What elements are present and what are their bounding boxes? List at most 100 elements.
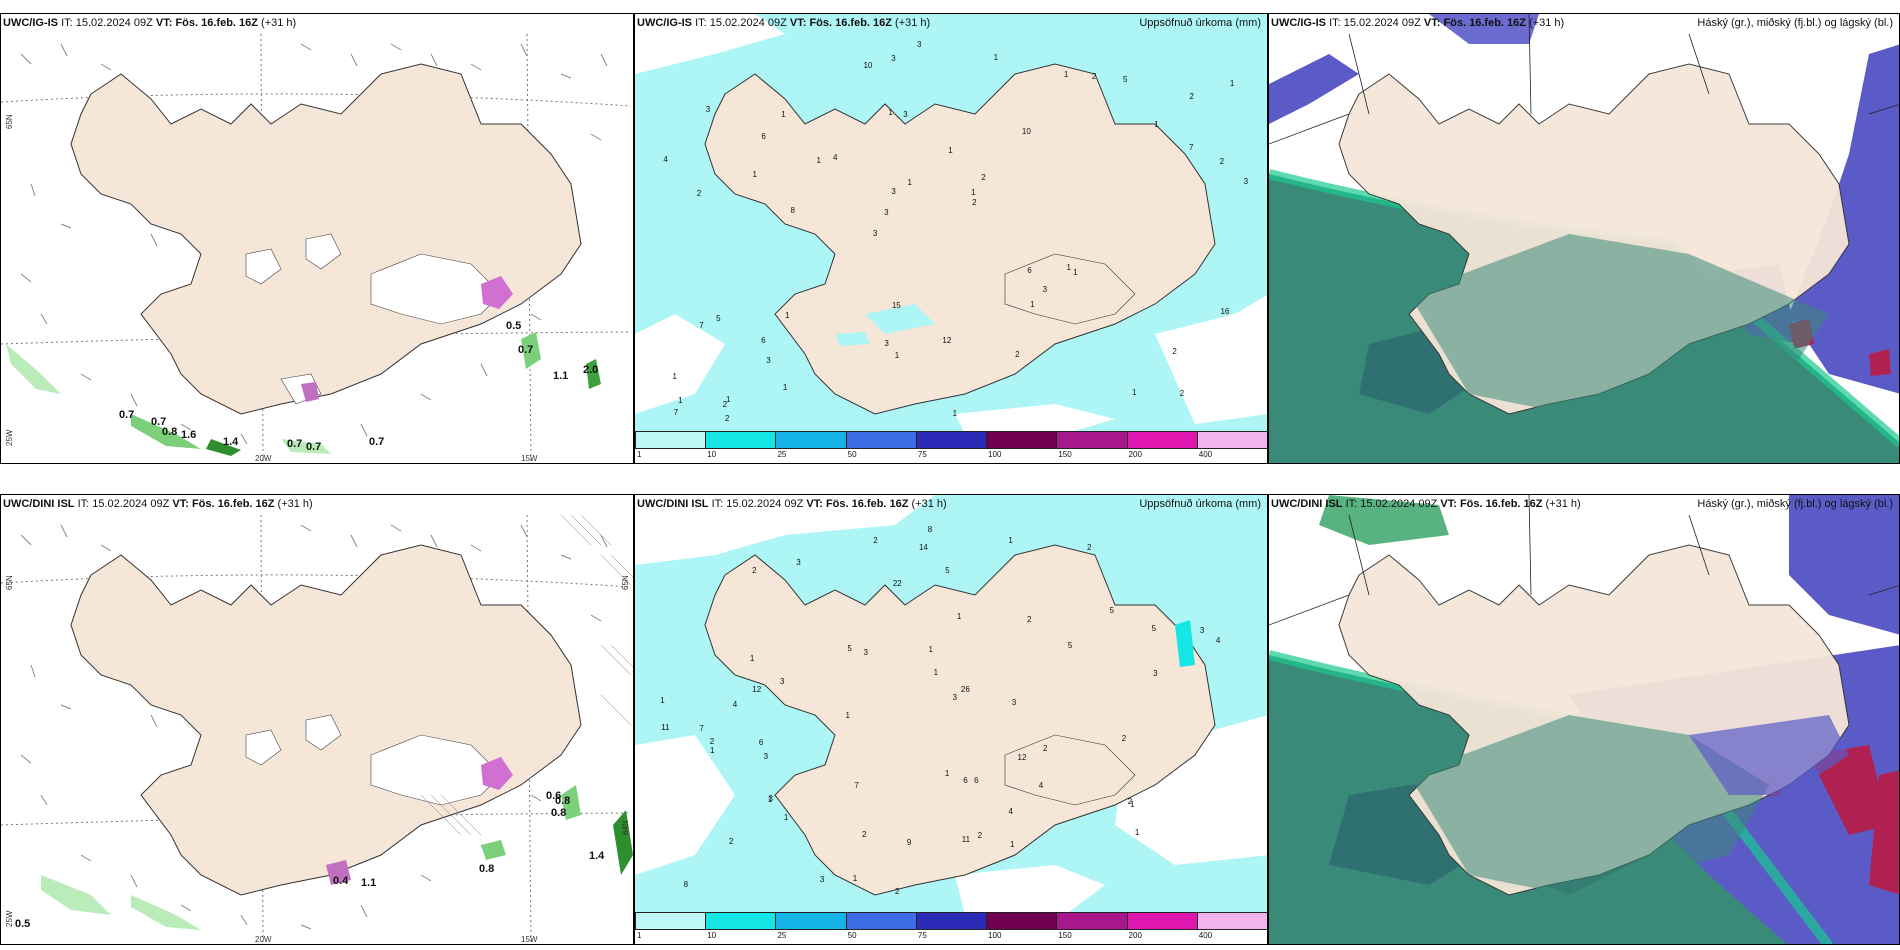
wind-value: 1.4 — [589, 850, 605, 862]
wind-value: 0.7 — [119, 409, 135, 421]
wind-value: 0.5 — [15, 918, 31, 930]
colorbar-tick: 75 — [917, 931, 927, 940]
precip-value: 1 — [1008, 536, 1013, 546]
precip-value: 1 — [1009, 840, 1015, 850]
colorbar-swatch — [1056, 912, 1128, 930]
lon-label-20w: 20W — [255, 454, 272, 463]
colorbar-swatch — [845, 431, 917, 449]
it-label: IT: — [711, 498, 724, 510]
precip-value: 1 — [752, 169, 757, 179]
panel-header: UWC/IG-IS IT: 15.02.2024 09Z VT: Fös. 16… — [635, 15, 1263, 31]
it-label: IT: — [1329, 17, 1341, 29]
precip-value: 2 — [1026, 615, 1032, 625]
init-time: 15.02.2024 09Z — [709, 17, 787, 29]
precip-value: 11 — [961, 835, 971, 845]
lon-label-20w: 20W — [255, 935, 272, 944]
precip-value: 8 — [790, 205, 795, 215]
lead-time: (+31 h) — [1529, 17, 1565, 29]
precip-value: 6 — [1027, 265, 1032, 275]
lon-label-15w: 15W — [521, 454, 538, 463]
precip-value: 1 — [907, 177, 912, 187]
wind-value: 1.4 — [223, 436, 239, 448]
precip-value: 10 — [1021, 126, 1031, 136]
wind-value: 0.7 — [306, 441, 322, 453]
precip-value: 5 — [945, 565, 950, 575]
precip-title: Uppsöfnuð úrkoma (mm) — [1139, 17, 1261, 29]
precip-title: Uppsöfnuð úrkoma (mm) — [1139, 498, 1261, 510]
colorbar-tick: 100 — [988, 450, 1002, 459]
precip-value: 3 — [768, 793, 773, 803]
vt-label: VT: — [1440, 498, 1457, 510]
lon-label-25w: 25W — [5, 429, 14, 446]
precip-value: 3 — [891, 186, 896, 196]
colorbar-tick: 200 — [1128, 450, 1142, 459]
precip-value: 2 — [977, 831, 983, 841]
valid-time: Fös. 16.feb. 16Z — [1443, 17, 1526, 29]
precip-value: 1 — [1063, 70, 1069, 80]
colorbar-swatch — [635, 912, 707, 930]
colorbar-swatch — [775, 431, 847, 449]
wind-value: 0.8 — [555, 795, 571, 807]
precip-value: 1 — [894, 351, 900, 361]
vt-label: VT: — [1423, 17, 1441, 29]
cloud-map-bottom — [1269, 495, 1899, 944]
precip-value: 1 — [781, 109, 786, 119]
precip-value: 5 — [847, 643, 852, 653]
it-label: IT: — [1345, 498, 1358, 510]
precip-colorbar: 1 10 25 50 75 100 150 200 400 — [635, 912, 1267, 944]
iceland-landmass — [704, 544, 1216, 896]
precip-value: 26 — [960, 684, 970, 694]
precip-value: 2 — [972, 198, 977, 208]
colorbar-swatch — [1196, 912, 1267, 930]
colorbar-tick: 1 — [637, 450, 642, 459]
colorbar-tick: 400 — [1198, 931, 1213, 940]
valid-time: Fös. 16.feb. 16Z — [191, 498, 275, 510]
vt-label: VT: — [806, 498, 823, 510]
precip-value: 1 — [767, 794, 773, 804]
precip-value: 2 — [873, 536, 878, 546]
precip-value: 1 — [956, 612, 962, 622]
precip-value: 1 — [783, 813, 789, 823]
wind-value: 1.1 — [361, 877, 377, 889]
lead-time: (+31 h) — [1545, 498, 1581, 510]
cloud-title: Háský (gr.), miðský (fj.bl.) og lágský (… — [1697, 498, 1893, 510]
precip-value: 7 — [699, 321, 704, 331]
it-label: IT: — [695, 17, 707, 29]
precip-value: 7 — [1189, 143, 1194, 153]
vt-label: VT: — [172, 498, 189, 510]
precip-value: 2 — [1219, 156, 1225, 166]
precip-value: 3 — [1199, 626, 1205, 636]
precip-value: 7 — [699, 724, 704, 734]
precip-value: 2 — [752, 565, 757, 575]
colorbar-tick: 25 — [777, 450, 787, 459]
precip-value: 7 — [673, 407, 679, 417]
precip-value: 1 — [944, 768, 950, 778]
lat-label-64n-right: 64N — [621, 820, 630, 835]
model-name: UWC/DINI ISL — [637, 498, 709, 510]
precip-value: 4 — [833, 153, 838, 163]
panel-header: UWC/DINI ISL IT: 15.02.2024 09Z VT: Fös.… — [1, 496, 629, 512]
precip-map-top — [635, 14, 1267, 434]
precip-value: 2 — [1086, 542, 1092, 552]
precip-value: 3 — [1243, 176, 1249, 186]
cloud-map-top — [1269, 14, 1899, 463]
precip-value: 2 — [1091, 71, 1097, 81]
precip-value: 6 — [974, 776, 979, 786]
precip-value: 3 — [819, 874, 825, 884]
colorbar-swatch — [635, 431, 707, 449]
precip-value: 22 — [892, 579, 902, 589]
precip-value: 1 — [971, 187, 976, 197]
valid-time: Fös. 16.feb. 16Z — [809, 17, 892, 29]
colorbar-tick: 1 — [637, 931, 642, 940]
colorbar-swatch — [986, 912, 1058, 930]
precip-value: 3 — [779, 677, 785, 687]
precip-value: 5 — [1151, 624, 1157, 634]
init-time: 15.02.2024 09Z — [726, 498, 804, 510]
precip-value: 3 — [705, 105, 711, 115]
precip-value: 2 — [981, 172, 986, 182]
precip-value: 1 — [928, 645, 933, 655]
precip-value: 1 — [1229, 78, 1235, 88]
precip-value: 3 — [1153, 669, 1158, 679]
colorbar-tick: 150 — [1058, 450, 1072, 459]
precip-value: 3 — [1011, 698, 1017, 708]
